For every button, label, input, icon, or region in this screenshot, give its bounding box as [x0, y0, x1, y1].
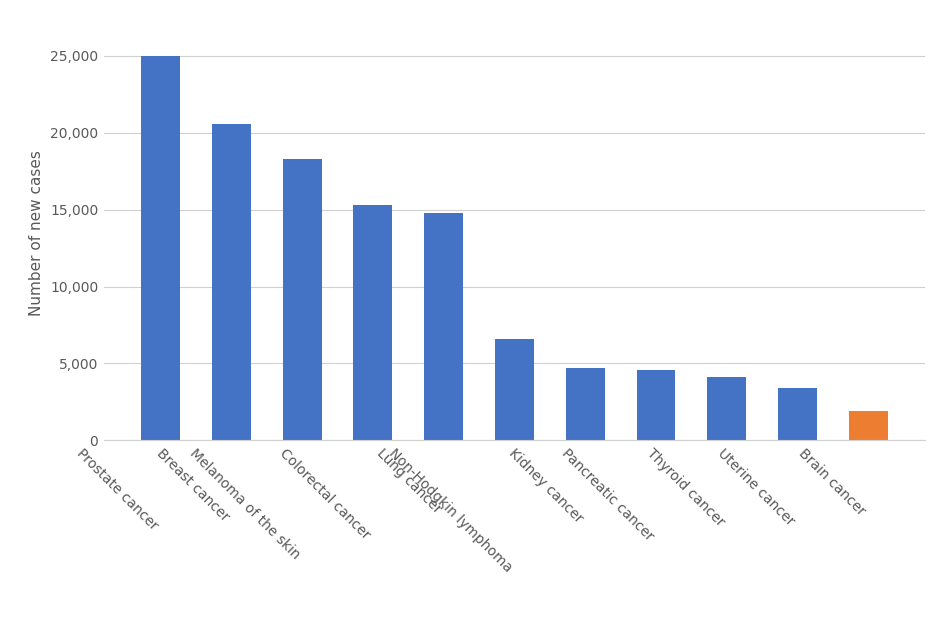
Bar: [849, 411, 887, 440]
Bar: [495, 339, 534, 440]
Y-axis label: Number of new cases: Number of new cases: [29, 150, 44, 316]
Bar: [565, 368, 605, 440]
Bar: [142, 56, 180, 440]
Bar: [636, 370, 676, 440]
Bar: [778, 388, 817, 440]
Bar: [707, 377, 747, 440]
Bar: [282, 159, 322, 440]
Bar: [353, 205, 393, 440]
Bar: [212, 123, 251, 440]
Bar: [424, 213, 464, 440]
